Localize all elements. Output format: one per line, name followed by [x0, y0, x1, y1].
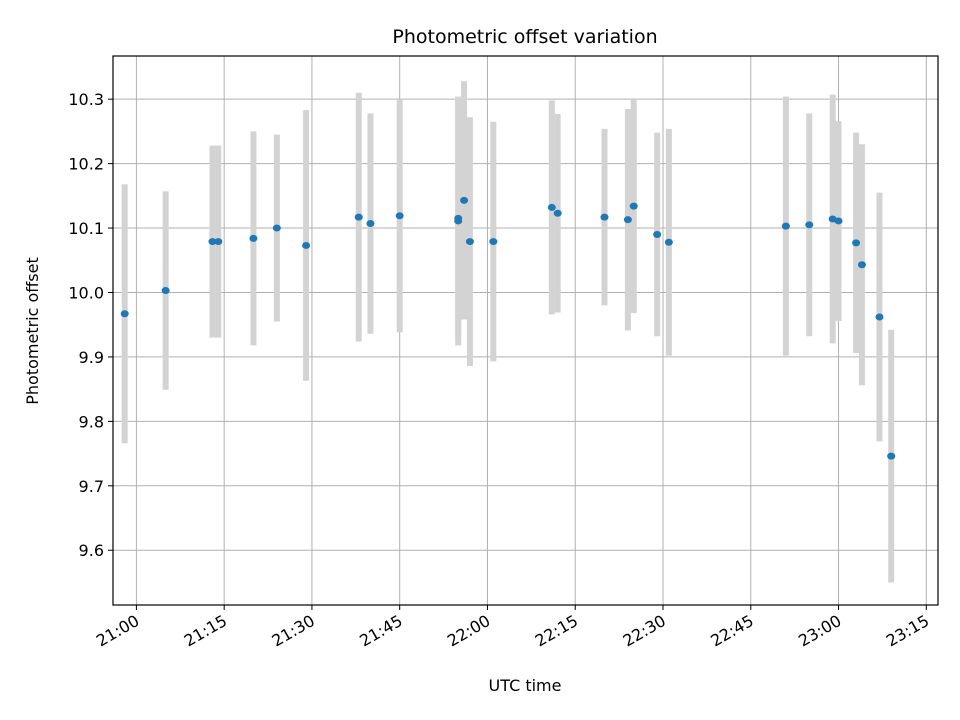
data-point: [887, 452, 896, 460]
data-point: [875, 313, 884, 321]
data-point: [489, 238, 498, 246]
plot-frame: [112, 55, 939, 606]
data-point: [249, 234, 258, 242]
data-point: [460, 196, 469, 204]
data-point: [553, 209, 562, 217]
data-point: [600, 213, 609, 221]
data-point: [623, 216, 632, 224]
data-point: [161, 287, 170, 295]
data-point: [852, 239, 861, 247]
x-axis-label: UTC time: [489, 676, 562, 695]
data-point: [454, 214, 463, 222]
y-tick-label: 9.6: [79, 541, 104, 560]
data-point: [781, 222, 790, 230]
x-tick-label: 21:00: [93, 611, 142, 651]
data-point: [302, 241, 311, 249]
data-point: [366, 220, 375, 228]
data-point: [629, 202, 638, 210]
x-tick-label: 22:15: [532, 611, 581, 651]
x-tick-label: 22:45: [707, 611, 756, 651]
y-tick-label: 10.0: [68, 283, 104, 302]
data-point: [653, 230, 662, 238]
x-tick-label: 21:30: [269, 611, 318, 651]
data-point: [214, 238, 223, 246]
y-tick-label: 10.3: [68, 90, 104, 109]
x-tick-label: 23:00: [795, 611, 844, 651]
grid: [113, 56, 938, 605]
y-tick-label: 9.7: [79, 477, 104, 496]
data-point: [857, 261, 866, 269]
chart-title: Photometric offset variation: [392, 26, 657, 48]
x-tick-label: 21:15: [181, 611, 230, 651]
x-tick-label: 21:45: [356, 611, 405, 651]
data-point: [834, 217, 843, 225]
data-point: [208, 238, 217, 246]
y-tick-label: 10.2: [68, 155, 104, 174]
y-tick-label: 10.1: [68, 219, 104, 238]
data-point: [354, 213, 363, 221]
data-points: [120, 196, 896, 460]
y-axis: 9.6 9.7 9.8 9.9 10.0 10.1 10.2 10.3: [68, 90, 113, 560]
data-point: [547, 203, 556, 211]
y-tick-label: 9.9: [79, 348, 104, 367]
data-point: [664, 238, 673, 246]
data-point: [805, 221, 814, 229]
data-point: [395, 212, 404, 220]
x-tick-label: 23:15: [883, 611, 932, 651]
x-axis: 21:00 21:15 21:30 21:45 22:00 22:15 22:30 22:45…: [93, 605, 932, 651]
data-point: [272, 224, 281, 232]
y-axis-label: Photometric offset: [23, 257, 42, 405]
y-tick-label: 9.8: [79, 412, 104, 431]
data-point: [120, 310, 129, 318]
x-tick-label: 22:00: [444, 611, 493, 651]
x-tick-label: 22:30: [620, 611, 669, 651]
error-bars: [121, 81, 895, 583]
data-point: [465, 238, 474, 246]
